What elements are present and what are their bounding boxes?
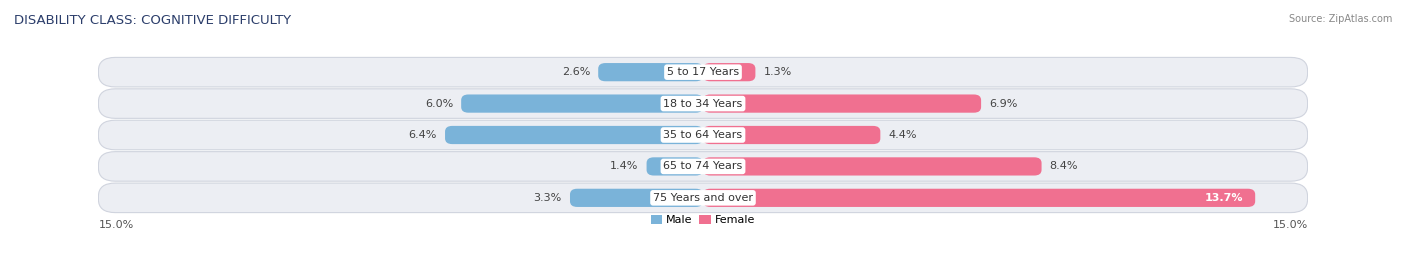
FancyBboxPatch shape	[98, 58, 1308, 87]
FancyBboxPatch shape	[703, 63, 755, 81]
Text: 6.4%: 6.4%	[409, 130, 437, 140]
Text: 6.9%: 6.9%	[990, 99, 1018, 109]
Text: 15.0%: 15.0%	[1272, 221, 1308, 231]
FancyBboxPatch shape	[647, 157, 703, 176]
FancyBboxPatch shape	[98, 89, 1308, 118]
Text: DISABILITY CLASS: COGNITIVE DIFFICULTY: DISABILITY CLASS: COGNITIVE DIFFICULTY	[14, 14, 291, 26]
FancyBboxPatch shape	[703, 157, 1042, 176]
Text: 5 to 17 Years: 5 to 17 Years	[666, 67, 740, 77]
Text: 15.0%: 15.0%	[98, 221, 134, 231]
FancyBboxPatch shape	[703, 189, 1256, 207]
Text: 1.3%: 1.3%	[763, 67, 792, 77]
FancyBboxPatch shape	[446, 126, 703, 144]
FancyBboxPatch shape	[98, 183, 1308, 212]
Text: 2.6%: 2.6%	[562, 67, 591, 77]
Text: 3.3%: 3.3%	[534, 193, 562, 203]
Text: 6.0%: 6.0%	[425, 99, 453, 109]
Text: 18 to 34 Years: 18 to 34 Years	[664, 99, 742, 109]
FancyBboxPatch shape	[98, 152, 1308, 181]
FancyBboxPatch shape	[703, 94, 981, 113]
FancyBboxPatch shape	[461, 94, 703, 113]
FancyBboxPatch shape	[598, 63, 703, 81]
FancyBboxPatch shape	[98, 120, 1308, 150]
Text: 13.7%: 13.7%	[1205, 193, 1243, 203]
Text: 65 to 74 Years: 65 to 74 Years	[664, 161, 742, 171]
FancyBboxPatch shape	[703, 126, 880, 144]
Text: Source: ZipAtlas.com: Source: ZipAtlas.com	[1288, 14, 1392, 23]
Legend: Male, Female: Male, Female	[647, 211, 759, 230]
Text: 1.4%: 1.4%	[610, 161, 638, 171]
Text: 75 Years and over: 75 Years and over	[652, 193, 754, 203]
Text: 35 to 64 Years: 35 to 64 Years	[664, 130, 742, 140]
Text: 4.4%: 4.4%	[889, 130, 917, 140]
Text: 8.4%: 8.4%	[1050, 161, 1078, 171]
FancyBboxPatch shape	[569, 189, 703, 207]
